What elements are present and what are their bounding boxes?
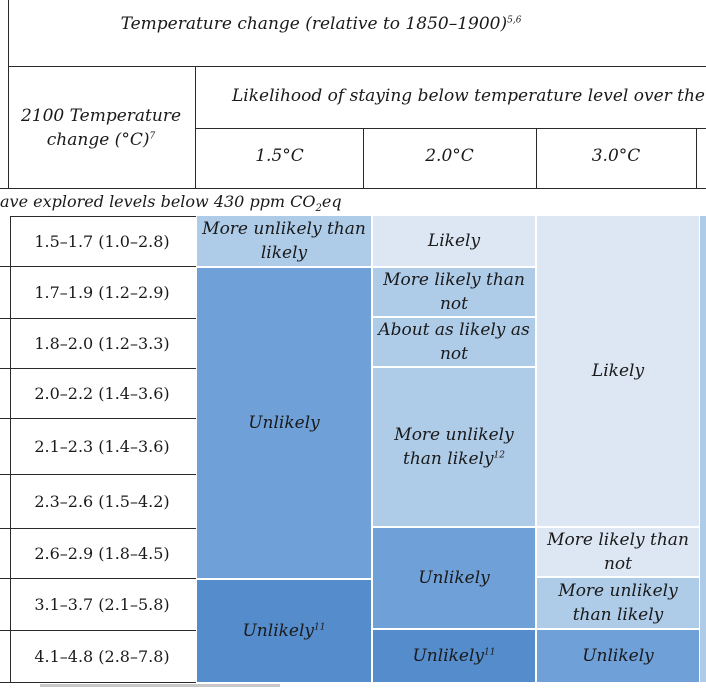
cell-2-0-unlikely: Unlikely: [373, 528, 535, 628]
grid-line: [536, 128, 537, 188]
cell-2-0-more-unlikely: More unlikely than likely12: [373, 368, 535, 526]
cell-3-0-more-unlikely: More unlikely than likely: [537, 578, 699, 628]
header-title: Temperature change (relative to 1850–190…: [120, 14, 522, 34]
footnote-marker: 5,6: [507, 15, 522, 26]
cell-2-0-about-as-likely: About as likely as not: [373, 318, 535, 366]
grid-line: [0, 266, 196, 267]
grid-line: [0, 682, 196, 683]
cell-3-0-unlikely: Unlikely: [537, 630, 699, 682]
header-level-2-0: 2.0°C: [425, 146, 474, 166]
cell-1-5-more-unlikely: More unlikely than likely: [197, 216, 371, 266]
header-likelihood: Likelihood of staying below temperature …: [232, 86, 705, 106]
table-row-temp: 2.1–2.3 (1.4–3.6): [34, 436, 170, 456]
cell-2-0-likely: Likely: [373, 216, 535, 266]
grid-line: [10, 216, 11, 682]
grid-line: [8, 66, 706, 67]
grid-line: [696, 128, 697, 188]
table-row-temp: 2.6–2.9 (1.8–4.5): [34, 543, 170, 563]
grid-line: [0, 368, 196, 369]
header-2100-temperature-change: 2100 Temperature change (°C)7: [20, 106, 182, 150]
table-row-temp: 1.8–2.0 (1.2–3.3): [34, 333, 170, 353]
next-column-edge: [700, 216, 706, 682]
grid-line: [363, 128, 364, 188]
table-row-temp: 2.3–2.6 (1.5–4.2): [34, 491, 170, 511]
cell-1-5-unlikely-11: Unlikely11: [197, 580, 371, 682]
grid-line: [0, 418, 196, 419]
grid-line: [0, 528, 196, 529]
table-row-temp: 2.0–2.2 (1.4–3.6): [34, 383, 170, 403]
grid-line: [0, 318, 196, 319]
table-row-temp: 1.5–1.7 (1.0–2.8): [34, 231, 170, 251]
grid-line: [195, 128, 706, 129]
cell-1-5-unlikely: Unlikely: [197, 268, 371, 578]
table-row-temp: 4.1–4.8 (2.8–7.8): [34, 646, 170, 666]
cutoff-text-line: [40, 684, 280, 687]
footnote-marker: 7: [149, 131, 156, 142]
grid-line: [0, 188, 706, 189]
cell-3-0-more-likely: More likely than not: [537, 528, 699, 576]
cell-2-0-more-likely: More likely than not: [373, 268, 535, 316]
table-row-temp: 1.7–1.9 (1.2–2.9): [34, 282, 170, 302]
grid-line: [10, 216, 196, 217]
header-level-3-0: 3.0°C: [591, 146, 641, 166]
grid-line: [8, 0, 9, 188]
cell-3-0-likely: Likely: [537, 216, 699, 526]
header-level-1-5: 1.5°C: [255, 146, 304, 166]
grid-line: [195, 66, 196, 188]
table-header: Temperature change (relative to 1850–190…: [0, 0, 706, 190]
grid-line: [0, 578, 196, 579]
grid-line: [0, 474, 196, 475]
section-note: ave explored levels below 430 ppm CO2eq: [0, 192, 342, 215]
grid-line: [0, 630, 196, 631]
table-row-temp: 3.1–3.7 (2.1–5.8): [34, 594, 170, 614]
cell-2-0-unlikely-11: Unlikely11: [373, 630, 535, 682]
